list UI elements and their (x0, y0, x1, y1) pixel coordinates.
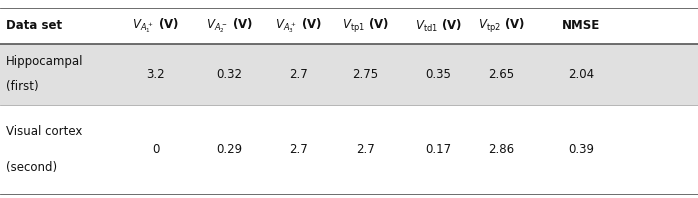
Bar (0, 44, 698, 105)
Text: 2.75: 2.75 (352, 68, 378, 81)
Text: 0.35: 0.35 (425, 68, 452, 81)
Text: 2.86: 2.86 (488, 143, 514, 156)
Text: 0: 0 (152, 143, 159, 156)
Text: 0.39: 0.39 (568, 143, 595, 156)
Text: 2.7: 2.7 (356, 143, 374, 156)
Text: $V_{\mathrm{tp2}}$ (V): $V_{\mathrm{tp2}}$ (V) (477, 17, 525, 35)
Text: $V_{A_3^+}$ (V): $V_{A_3^+}$ (V) (275, 16, 322, 35)
Text: (first): (first) (6, 80, 38, 93)
Text: 2.7: 2.7 (290, 143, 308, 156)
Text: $V_{A_2^-}$ (V): $V_{A_2^-}$ (V) (205, 16, 253, 35)
Text: 3.2: 3.2 (147, 68, 165, 81)
Text: $V_{\mathrm{tp1}}$ (V): $V_{\mathrm{tp1}}$ (V) (341, 17, 389, 35)
Bar (0, 8, 698, 44)
Text: Hippocampal: Hippocampal (6, 55, 83, 69)
Text: 0.29: 0.29 (216, 143, 242, 156)
Text: 2.04: 2.04 (568, 68, 595, 81)
Text: (second): (second) (6, 161, 57, 174)
Text: $V_{A_1^+}$ (V): $V_{A_1^+}$ (V) (132, 16, 179, 35)
Text: 0.17: 0.17 (425, 143, 452, 156)
Text: Visual cortex: Visual cortex (6, 125, 82, 138)
Text: NMSE: NMSE (563, 19, 600, 32)
Bar (0, 105, 698, 194)
Text: 2.65: 2.65 (488, 68, 514, 81)
Text: 2.7: 2.7 (290, 68, 308, 81)
Text: $V_{\mathrm{td1}}$ (V): $V_{\mathrm{td1}}$ (V) (415, 18, 462, 34)
Text: Data set: Data set (6, 19, 61, 32)
Text: 0.32: 0.32 (216, 68, 242, 81)
